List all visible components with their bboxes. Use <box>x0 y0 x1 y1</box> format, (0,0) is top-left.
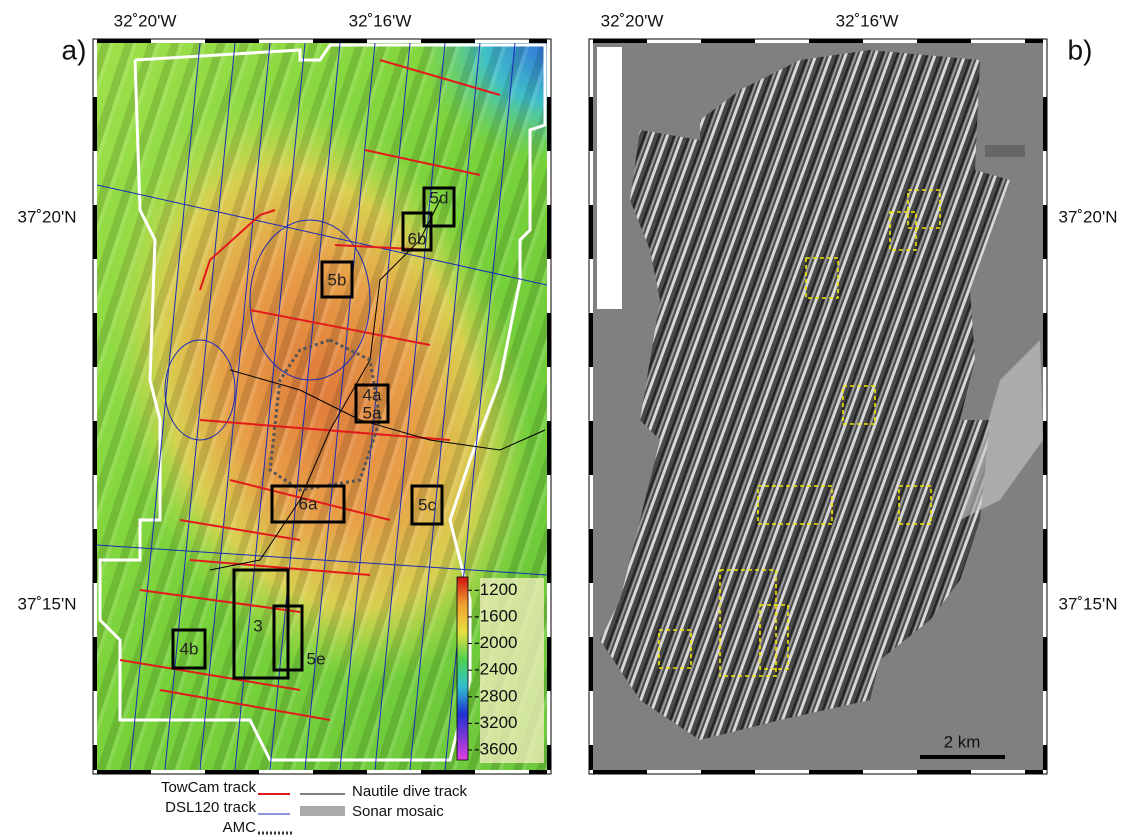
sonar-mosaic <box>593 43 1043 770</box>
colorbar: -1200 -1600 -2000 -2400 -2800 -3200 -3600 <box>456 576 517 761</box>
box-label: 3 <box>253 616 262 635</box>
legend-label: AMC <box>223 819 257 836</box>
colorbar-tick-label: -2000 <box>474 633 517 652</box>
colorbar-tick-label: -2800 <box>474 686 517 705</box>
box-label: 4a <box>363 385 382 404</box>
longitude-label: 32˚16'W <box>836 11 899 30</box>
box-label: 6b <box>408 229 427 248</box>
box-label: 5d <box>430 188 449 207</box>
longitude-label: 32˚20'W <box>114 11 177 30</box>
longitude-label: 32˚20'W <box>601 11 664 30</box>
colorbar-tick-label: -1200 <box>474 580 517 599</box>
box-label: 5b <box>328 270 347 289</box>
colorbar-scale <box>456 576 469 761</box>
panel-label: a) <box>62 34 87 65</box>
longitude-label: 32˚16'W <box>349 11 412 30</box>
legend-label: DSL120 track <box>165 799 256 816</box>
legend-label: Sonar mosaic <box>352 803 444 820</box>
box-label: 5e <box>307 649 326 668</box>
latitude-label: 37˚15'N <box>1058 594 1117 613</box>
legend-label: Nautile dive track <box>352 783 468 800</box>
box-label: 5a <box>363 403 382 422</box>
latitude-label: 37˚20'N <box>1058 207 1117 226</box>
box-label: 4b <box>180 639 199 658</box>
colorbar-tick-label: -3200 <box>474 713 517 732</box>
colorbar-tick-label: -1600 <box>474 606 517 625</box>
latitude-label: 37˚20'N <box>17 207 76 226</box>
latitude-label: 37˚15'N <box>17 594 76 613</box>
scale-bar-label: 2 km <box>944 732 981 751</box>
box-label: 5c <box>418 495 436 514</box>
colorbar-tick-label: -2400 <box>474 660 517 679</box>
box-label: 6a <box>299 494 318 513</box>
panel-label: b) <box>1068 34 1093 65</box>
legend: TowCam track DSL120 track AMC Nautile di… <box>161 779 468 836</box>
colorbar-tick-label: -3600 <box>474 740 517 759</box>
bathymetry-map <box>97 43 547 770</box>
legend-label: TowCam track <box>161 779 257 796</box>
legend-swatch <box>300 806 345 816</box>
